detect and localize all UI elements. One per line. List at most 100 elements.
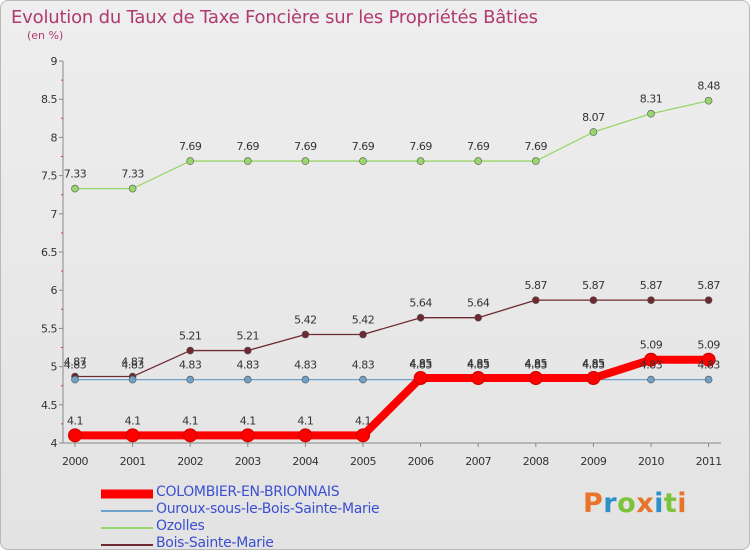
data-label: 5.64 [467, 297, 490, 310]
data-label: 5.87 [640, 279, 663, 292]
data-label: 4.85 [525, 357, 548, 370]
data-label: 7.69 [525, 140, 548, 153]
data-label: 5.09 [640, 339, 663, 352]
y-tick-label: 6.5 [41, 246, 57, 259]
data-label: 8.48 [697, 80, 720, 93]
legend-label: Ozolles [156, 518, 205, 534]
data-label: 4.83 [237, 359, 260, 372]
data-label: 4.83 [352, 359, 375, 372]
data-point [647, 109, 655, 118]
y-tick-label: 6 [51, 284, 58, 297]
y-tick-label: 8.5 [41, 93, 57, 106]
data-point [528, 371, 543, 386]
data-label: 5.21 [237, 330, 260, 343]
data-point [128, 184, 137, 193]
x-tick-label: 2011 [696, 455, 722, 468]
logo-letter: P [583, 488, 604, 519]
axes: 4 4.5 5 5.5 6 6.5 7 7.5 8 8.5 9 2000 2001 2002 2003 200… [41, 55, 722, 468]
x-tick-label: 2001 [120, 455, 146, 468]
series-2 [71, 96, 713, 193]
legend-label: Bois-Sainte-Marie [156, 535, 274, 550]
legend-swatch [101, 526, 153, 529]
logo-letter: i [654, 488, 664, 519]
logo-letter: r [603, 488, 618, 519]
series-line [74, 299, 710, 378]
series-line [74, 100, 710, 190]
data-point [186, 157, 194, 165]
data-point [474, 313, 483, 322]
data-label: 4.1 [297, 414, 313, 427]
x-tick-label: 2003 [235, 455, 261, 468]
data-point [71, 375, 79, 384]
y-tick-label: 4 [51, 437, 58, 450]
data-label: 4.1 [67, 414, 83, 427]
data-point [359, 375, 367, 384]
logo-letter: t [663, 488, 678, 519]
x-tick-label: 2004 [292, 455, 318, 468]
data-label: 5.87 [582, 279, 605, 292]
x-tick-label: 2005 [350, 455, 376, 468]
series-0 [68, 352, 716, 443]
data-point [301, 157, 310, 165]
data-label: 4.85 [582, 357, 605, 370]
data-label: 4.85 [467, 357, 490, 370]
legend-swatch [101, 543, 153, 546]
data-label: 4.1 [125, 414, 141, 427]
data-label: 7.33 [64, 168, 87, 181]
series-line [71, 355, 713, 440]
data-point [416, 313, 425, 322]
data-label: 5.09 [697, 339, 720, 352]
legend-swatch [101, 509, 153, 512]
data-label-layer: 4.87 4.87 5.21 5.21 5.42 5.42 5.64 5.64 5.87 5.87… [64, 80, 721, 428]
data-label: 5.42 [294, 314, 317, 327]
x-tick-label: 2009 [580, 455, 606, 468]
data-point [471, 371, 486, 386]
data-label: 4.83 [525, 359, 548, 372]
y-tick-label: 4.5 [41, 399, 57, 412]
data-point [186, 346, 194, 355]
data-label: 4.87 [121, 356, 144, 369]
data-point [647, 296, 655, 304]
legend-label: Ouroux-sous-le-Bois-Sainte-Marie [156, 501, 380, 517]
proxiti-logo: Proxiti [583, 488, 687, 519]
y-tick-label: 7.5 [41, 170, 57, 183]
legend-label: COLOMBIER-EN-BRIONNAIS [156, 484, 340, 500]
data-label: 7.69 [352, 140, 375, 153]
series-1 [71, 375, 713, 384]
data-label: 7.69 [179, 140, 202, 153]
data-label: 4.83 [121, 359, 144, 372]
data-point [128, 375, 137, 384]
x-tick-label: 2006 [408, 455, 434, 468]
data-label: 4.83 [409, 359, 432, 372]
data-label: 5.87 [525, 279, 548, 292]
data-point [301, 330, 310, 339]
data-point [68, 428, 82, 443]
data-point [298, 428, 313, 443]
logo-letter: x [636, 488, 655, 519]
data-point [589, 296, 598, 304]
data-label: 4.83 [697, 359, 720, 372]
data-label: 4.83 [467, 359, 490, 372]
data-point [474, 157, 483, 165]
data-label: 7.69 [409, 140, 432, 153]
data-point [416, 157, 425, 165]
x-tick-label: 2007 [465, 455, 491, 468]
data-label: 7.69 [237, 140, 260, 153]
y-tick-label: 5.5 [41, 322, 57, 335]
data-label: 4.1 [182, 414, 198, 427]
x-tick-label: 2000 [62, 455, 88, 468]
data-point [704, 296, 713, 304]
data-point [244, 157, 252, 165]
data-point [240, 428, 255, 443]
data-label: 4.83 [179, 359, 202, 372]
data-point [704, 96, 713, 105]
chart-title: Evolution du Taux de Taxe Foncière sur l… [11, 7, 538, 28]
data-point [586, 371, 601, 386]
data-label: 5.42 [352, 314, 375, 327]
data-label: 4.83 [294, 359, 317, 372]
y-tick-label: 8 [51, 131, 58, 144]
data-point [359, 330, 367, 339]
data-label: 4.87 [64, 356, 87, 369]
data-point [644, 352, 658, 367]
